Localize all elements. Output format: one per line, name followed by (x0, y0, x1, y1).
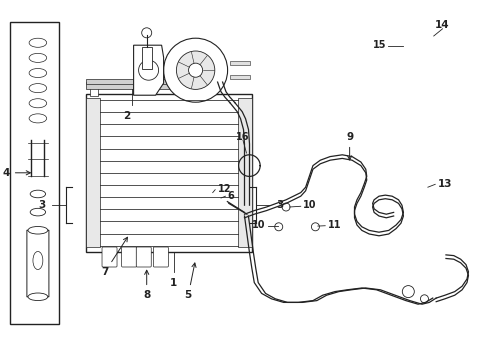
Text: 1: 1 (170, 278, 177, 288)
Bar (85, 82, 183, 89)
Text: 10: 10 (251, 220, 265, 230)
Text: 4: 4 (2, 168, 30, 178)
Bar (237, 98, 251, 247)
Circle shape (311, 223, 319, 231)
Bar (85, 98, 100, 247)
Circle shape (282, 203, 289, 211)
Text: 3: 3 (39, 200, 46, 210)
Circle shape (188, 63, 202, 77)
Bar (10, 22, 59, 324)
Circle shape (142, 28, 151, 38)
Text: 7: 7 (101, 237, 127, 277)
Ellipse shape (28, 293, 48, 301)
Circle shape (176, 51, 214, 89)
FancyBboxPatch shape (102, 247, 117, 267)
Polygon shape (133, 45, 163, 95)
Text: 15: 15 (372, 40, 386, 50)
Bar (89, 86, 98, 96)
Bar (177, 86, 184, 96)
Bar (85, 78, 183, 84)
Bar (229, 61, 249, 65)
Ellipse shape (28, 226, 48, 234)
Text: 9: 9 (346, 132, 352, 160)
Circle shape (274, 223, 282, 231)
Text: 13: 13 (437, 179, 451, 189)
Text: 8: 8 (143, 270, 150, 300)
Bar (229, 75, 249, 80)
Bar (85, 94, 251, 252)
Text: 2: 2 (123, 111, 130, 121)
Text: 5: 5 (184, 263, 196, 300)
Text: 11: 11 (327, 220, 341, 230)
Text: 3: 3 (275, 200, 283, 210)
Circle shape (402, 285, 413, 298)
Circle shape (420, 295, 427, 303)
Text: 12: 12 (217, 184, 231, 194)
Bar (142, 47, 151, 69)
FancyBboxPatch shape (122, 247, 136, 267)
Circle shape (163, 38, 227, 102)
FancyBboxPatch shape (136, 247, 151, 267)
FancyBboxPatch shape (153, 247, 168, 267)
Text: 16: 16 (236, 132, 249, 142)
Circle shape (138, 60, 158, 80)
FancyBboxPatch shape (27, 230, 49, 297)
Text: 14: 14 (434, 20, 449, 30)
Text: 6: 6 (227, 191, 234, 201)
Text: 10: 10 (303, 200, 316, 210)
